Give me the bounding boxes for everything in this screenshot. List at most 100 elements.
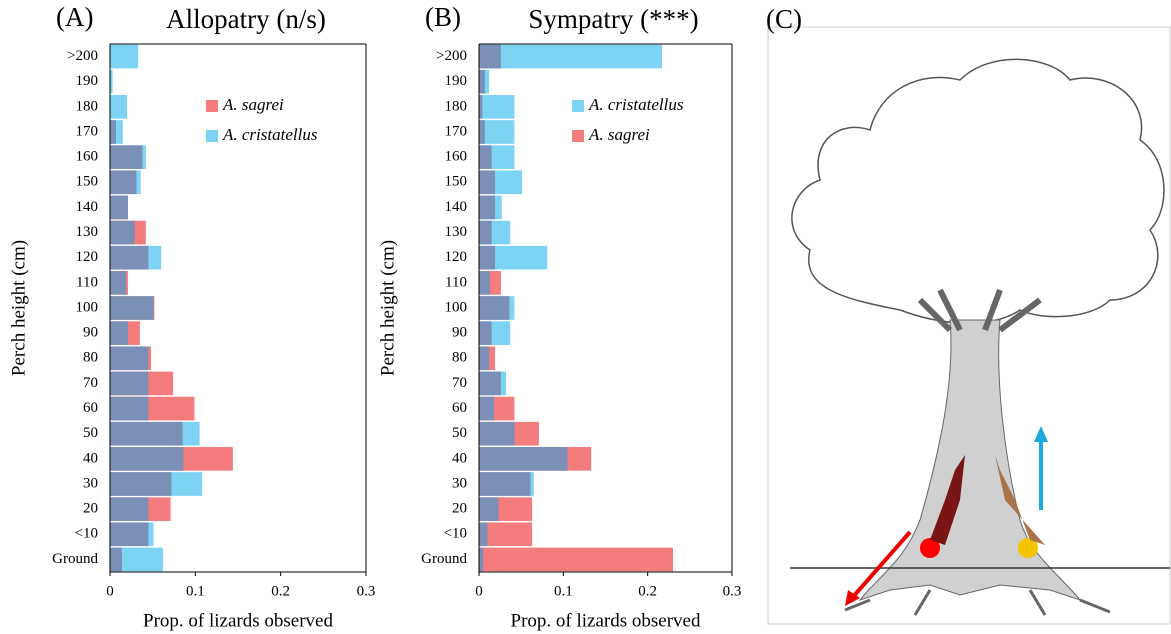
legend-swatch [206,130,218,142]
y-tick-label: 110 [445,274,467,290]
y-tick-label: 100 [445,299,468,315]
tree-illustration: (C) [766,4,1171,625]
bar [479,95,515,119]
bar [110,447,184,471]
y-tick-label: 70 [452,375,467,391]
bar [479,497,499,521]
legend-label: A. sagrei [588,125,650,144]
bar [110,547,163,572]
y-tick-label: 160 [76,149,99,165]
chart-title: Allopatry (n/s) [166,4,326,34]
bar [479,547,484,572]
chart-panel: (B) Sympatry (***) Prop. of lizards observ… [377,2,741,631]
x-tick-label: 0 [475,583,483,599]
y-tick-label: Ground [52,551,98,567]
x-tick-label: 0.1 [554,583,573,599]
bar [110,522,149,547]
y-tick-label: 130 [76,224,99,240]
y-tick-label: 60 [452,400,467,416]
y-tick-label: 160 [445,149,468,165]
legend-swatch [572,130,584,142]
bar [479,271,490,295]
y-tick-label: 120 [76,249,99,265]
y-tick-label: 50 [452,425,467,441]
y-tick-label: 50 [83,425,98,441]
bar [110,547,122,572]
bar [479,120,515,144]
x-tick-label: 0.2 [271,583,290,599]
y-tick-label: >200 [67,48,98,64]
y-tick-label: <10 [75,526,98,542]
branches [917,288,1042,333]
bar [110,271,127,295]
legend-swatch [572,100,584,112]
panel-label: (C) [766,4,802,34]
bar [479,346,490,371]
y-tick-label: 30 [83,475,98,491]
bar [110,120,116,144]
tree-crown [791,58,1165,324]
bar [110,170,137,195]
bar [110,346,149,371]
dewlap-red [920,538,940,558]
bar [110,69,113,94]
bar [479,547,673,572]
bar [110,421,183,446]
bar [479,44,501,69]
x-tick-label: 0 [106,583,114,599]
y-tick-label: 30 [452,475,467,491]
bar [479,69,485,94]
y-tick-label: 90 [452,325,467,341]
y-tick-label: 140 [445,199,468,215]
bar [479,120,485,144]
bar [479,522,533,547]
y-tick-label: 80 [452,350,467,366]
roots [844,589,1111,616]
bar [479,472,531,496]
y-tick-label: 100 [76,299,99,315]
panel-label: (A) [56,2,93,32]
y-tick-label: 70 [83,375,98,391]
bar [110,321,128,345]
x-tick-label: 0.1 [186,583,205,599]
y-tick-label: 190 [445,73,468,89]
bar [479,170,496,195]
y-tick-label: 120 [445,249,468,265]
x-tick-label: 0.2 [638,583,657,599]
bar [479,296,510,320]
y-tick-label: Ground [421,551,467,567]
y-tick-label: 180 [76,98,99,114]
bar [479,245,496,270]
legend-swatch [206,100,218,112]
bar [110,245,149,270]
legend-label: A. sagrei [222,95,284,114]
y-tick-label: 130 [445,224,468,240]
y-axis-label: Perch height (cm) [8,240,29,376]
tree-trunk [858,319,1082,602]
bar [479,321,492,345]
y-tick-label: 190 [76,73,99,89]
y-tick-label: 110 [76,274,98,290]
bar [110,95,128,119]
bar [479,396,495,421]
bar [479,145,492,169]
x-axis-label: Prop. of lizards observed [511,610,701,631]
bar [110,44,139,69]
y-tick-label: 150 [445,174,468,190]
y-tick-label: 40 [83,450,98,466]
bar [110,296,154,320]
y-tick-label: 180 [445,98,468,114]
y-tick-label: 150 [76,174,99,190]
lizard-cristatellus [995,455,1045,545]
y-tick-label: 140 [76,199,99,215]
bar [479,421,515,446]
lizard-sagrei [930,455,965,545]
dewlap-yellow [1018,538,1038,558]
bar [110,396,149,421]
panel-frame [767,26,1171,625]
chart-title: Sympatry (***) [528,4,698,34]
bar [110,371,149,396]
y-tick-label: >200 [436,48,467,64]
legend-label: A. cristatellus [222,125,318,144]
